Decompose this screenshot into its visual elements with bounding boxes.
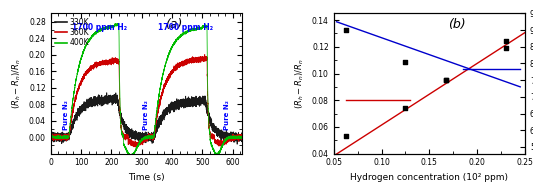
400K <box>116 22 122 25</box>
330K <box>234 143 240 145</box>
Point <box>342 29 350 32</box>
360K <box>96 61 102 64</box>
330K <box>80 103 86 106</box>
X-axis label: Time (s): Time (s) <box>128 173 165 182</box>
Line: 360K: 360K <box>51 55 242 147</box>
360K <box>201 53 208 56</box>
400K <box>128 156 134 158</box>
Point <box>502 47 510 50</box>
Point <box>441 79 450 82</box>
Text: 1700 ppm H₂: 1700 ppm H₂ <box>158 22 213 31</box>
Text: Pure N₂: Pure N₂ <box>224 100 230 130</box>
360K <box>176 64 183 66</box>
400K <box>80 52 86 54</box>
330K <box>47 132 54 135</box>
Point <box>401 60 410 63</box>
Legend: 330K, 360K, 400K: 330K, 360K, 400K <box>54 17 90 48</box>
360K <box>132 146 139 148</box>
Point <box>502 40 510 43</box>
360K <box>80 77 86 79</box>
330K <box>227 133 233 135</box>
400K <box>227 137 233 139</box>
X-axis label: Hydrogen concentration (10² ppm): Hydrogen concentration (10² ppm) <box>350 173 508 182</box>
330K <box>176 101 183 103</box>
360K <box>191 56 197 59</box>
Text: (a): (a) <box>165 18 183 31</box>
Y-axis label: $(R_h-R_n)/R_n$: $(R_h-R_n)/R_n$ <box>294 58 306 109</box>
360K <box>72 94 79 97</box>
400K <box>191 28 197 31</box>
330K <box>191 100 197 102</box>
Point <box>441 79 450 82</box>
400K <box>72 81 79 84</box>
400K <box>239 137 245 140</box>
400K <box>47 137 54 139</box>
360K <box>227 136 233 138</box>
400K <box>176 36 183 38</box>
Text: Pure N₂: Pure N₂ <box>63 100 69 130</box>
Text: (b): (b) <box>448 18 466 31</box>
Point <box>342 135 350 138</box>
330K <box>103 92 110 94</box>
330K <box>72 117 79 119</box>
330K <box>96 98 102 100</box>
Line: 400K: 400K <box>51 24 242 157</box>
Text: Pure N₂: Pure N₂ <box>143 100 149 130</box>
Y-axis label: $(R_h-R_n)/R_n$: $(R_h-R_n)/R_n$ <box>11 58 23 109</box>
330K <box>239 135 245 137</box>
Line: 330K: 330K <box>51 93 242 144</box>
400K <box>96 30 102 32</box>
Text: 1700 ppm H₂: 1700 ppm H₂ <box>71 22 127 31</box>
360K <box>239 137 245 139</box>
Point <box>401 107 410 110</box>
360K <box>47 135 54 137</box>
